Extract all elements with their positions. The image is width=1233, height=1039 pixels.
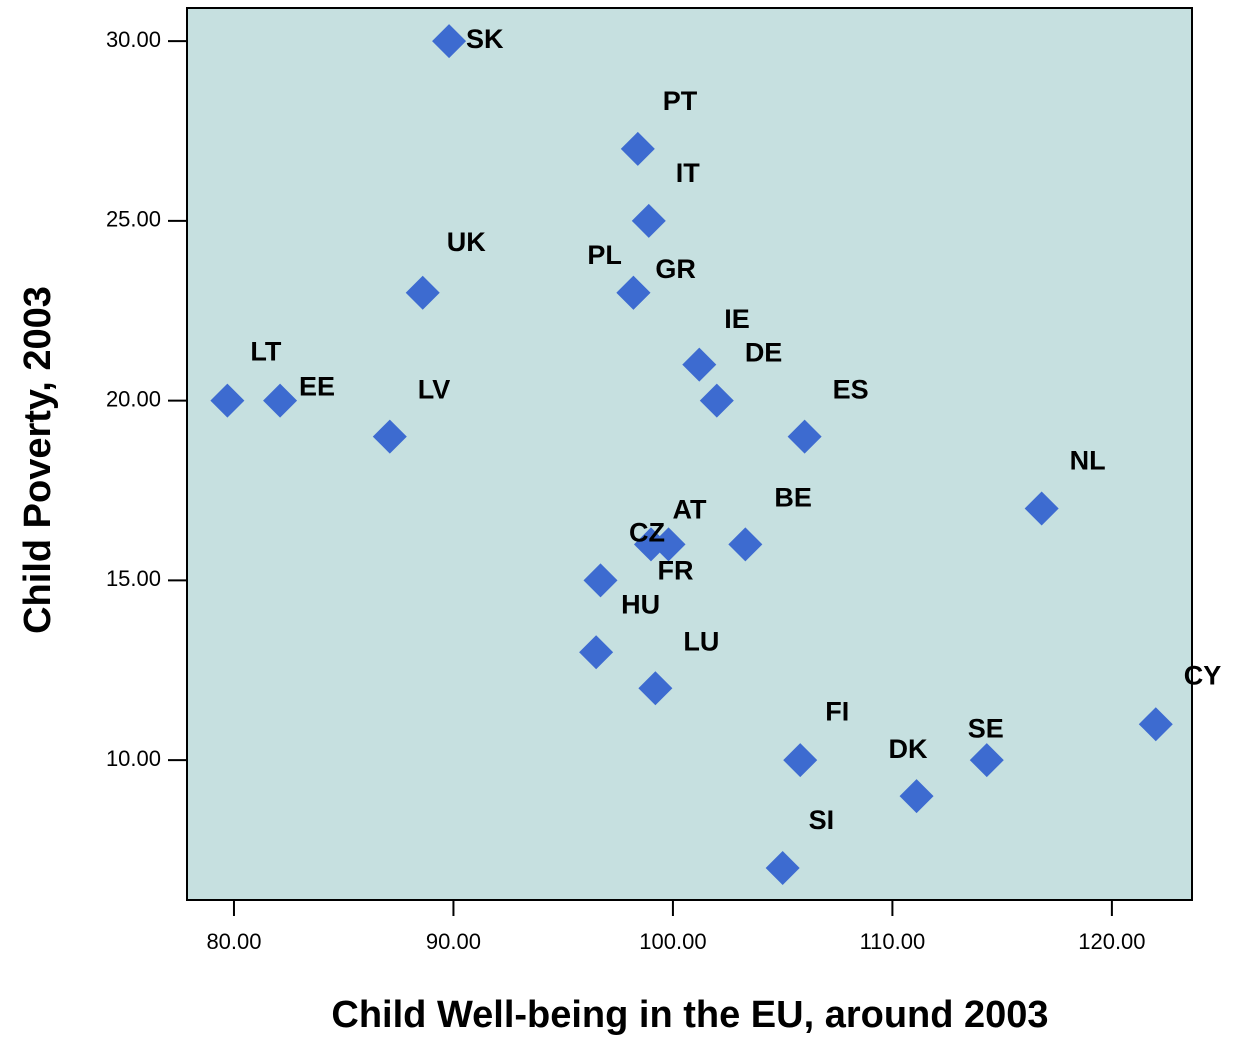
point-label: FR — [658, 556, 694, 586]
point — [899, 779, 934, 814]
point — [263, 383, 298, 418]
point-label: IE — [724, 304, 750, 334]
point-label: EE — [299, 372, 335, 402]
point-label: LU — [683, 626, 719, 656]
point — [765, 851, 800, 886]
x-axis-title: Child Well-being in the EU, around 2003 — [331, 994, 1048, 1036]
point — [638, 671, 673, 706]
point — [432, 24, 467, 59]
point-label: DK — [889, 734, 928, 764]
point-label: PL — [587, 240, 622, 270]
point-label: HU — [621, 589, 660, 619]
x-tick-label: 80.00 — [206, 929, 261, 954]
x-tick-label: 90.00 — [426, 929, 481, 954]
point — [783, 743, 818, 778]
point-label: ES — [833, 375, 869, 405]
point — [1138, 707, 1173, 742]
point-label: SK — [466, 24, 504, 54]
y-tick-label: 10.00 — [106, 746, 161, 771]
point-label: IT — [676, 158, 701, 188]
point — [633, 527, 668, 562]
point-label: AT — [673, 495, 707, 525]
y-axis-title: Child Poverty, 2003 — [17, 286, 59, 634]
point-label: UK — [447, 227, 486, 257]
point — [969, 743, 1004, 778]
x-tick-label: 110.00 — [860, 929, 926, 954]
point-label: SI — [809, 805, 835, 835]
x-tick-label: 120.00 — [1078, 929, 1145, 954]
point-label: LV — [418, 375, 451, 405]
point-label: CY — [1184, 660, 1222, 690]
point-label: LT — [250, 337, 281, 367]
point — [405, 275, 440, 310]
point-label: CZ — [629, 518, 665, 548]
y-tick-label: 15.00 — [106, 566, 161, 591]
point-label: DE — [745, 338, 783, 368]
point — [699, 383, 734, 418]
plot-area — [186, 7, 1193, 901]
point — [583, 563, 618, 598]
y-tick-label: 25.00 — [106, 207, 161, 232]
point-label: SE — [968, 713, 1004, 743]
x-tick-label: 100.00 — [639, 929, 706, 954]
point — [616, 275, 651, 310]
y-tick-label: 20.00 — [106, 386, 161, 411]
y-tick-label: 30.00 — [106, 27, 161, 52]
point-label: FI — [825, 696, 849, 726]
point — [682, 347, 717, 382]
point-label: GR — [655, 254, 696, 284]
point — [631, 203, 666, 238]
point-label: BE — [774, 483, 812, 513]
point — [372, 419, 407, 454]
point — [728, 527, 763, 562]
point-label: NL — [1070, 446, 1106, 476]
point — [579, 635, 614, 670]
point — [651, 527, 686, 562]
point — [787, 419, 822, 454]
point — [1024, 491, 1059, 526]
point — [210, 383, 245, 418]
point — [620, 131, 655, 166]
point-label: PT — [663, 86, 698, 116]
